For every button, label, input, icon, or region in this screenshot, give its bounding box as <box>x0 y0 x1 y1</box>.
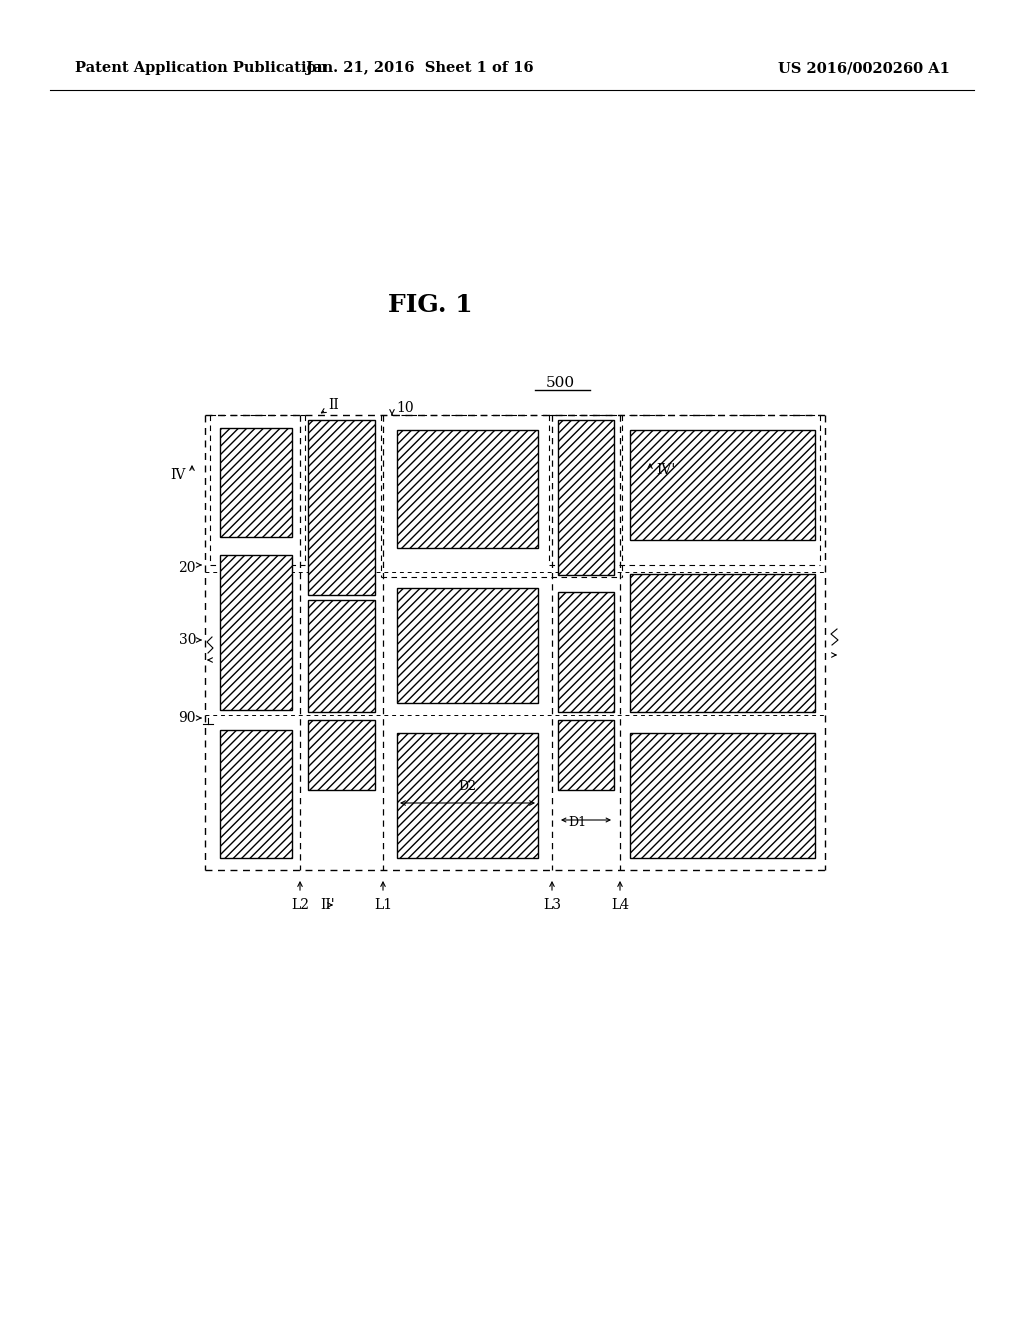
Bar <box>220 554 292 710</box>
Text: US 2016/0020260 A1: US 2016/0020260 A1 <box>778 61 950 75</box>
Text: II: II <box>328 399 339 412</box>
Text: 10: 10 <box>396 401 414 414</box>
Bar <box>308 601 375 711</box>
Text: D2: D2 <box>459 780 476 793</box>
Text: L4: L4 <box>611 898 629 912</box>
Bar <box>558 591 614 711</box>
Text: L1: L1 <box>374 898 392 912</box>
Text: 90: 90 <box>178 711 196 725</box>
Bar <box>630 574 815 711</box>
Bar <box>558 420 614 576</box>
Bar <box>397 587 538 704</box>
Text: Patent Application Publication: Patent Application Publication <box>75 61 327 75</box>
Text: 500: 500 <box>546 376 574 389</box>
Text: Jan. 21, 2016  Sheet 1 of 16: Jan. 21, 2016 Sheet 1 of 16 <box>306 61 534 75</box>
Bar <box>397 430 538 548</box>
Bar <box>558 719 614 789</box>
Bar <box>630 430 815 540</box>
Text: 30: 30 <box>178 634 196 647</box>
Text: FIG. 1: FIG. 1 <box>388 293 472 317</box>
Bar <box>220 730 292 858</box>
Bar <box>308 719 375 789</box>
Bar <box>630 733 815 858</box>
Text: 20: 20 <box>178 561 196 576</box>
Text: L2: L2 <box>291 898 309 912</box>
Text: L3: L3 <box>543 898 561 912</box>
Bar <box>220 428 292 537</box>
Text: D1: D1 <box>568 816 586 829</box>
Text: IV': IV' <box>656 463 675 477</box>
Bar <box>308 420 375 595</box>
Bar <box>397 733 538 858</box>
Text: II': II' <box>321 898 335 912</box>
Text: IV: IV <box>171 469 186 482</box>
